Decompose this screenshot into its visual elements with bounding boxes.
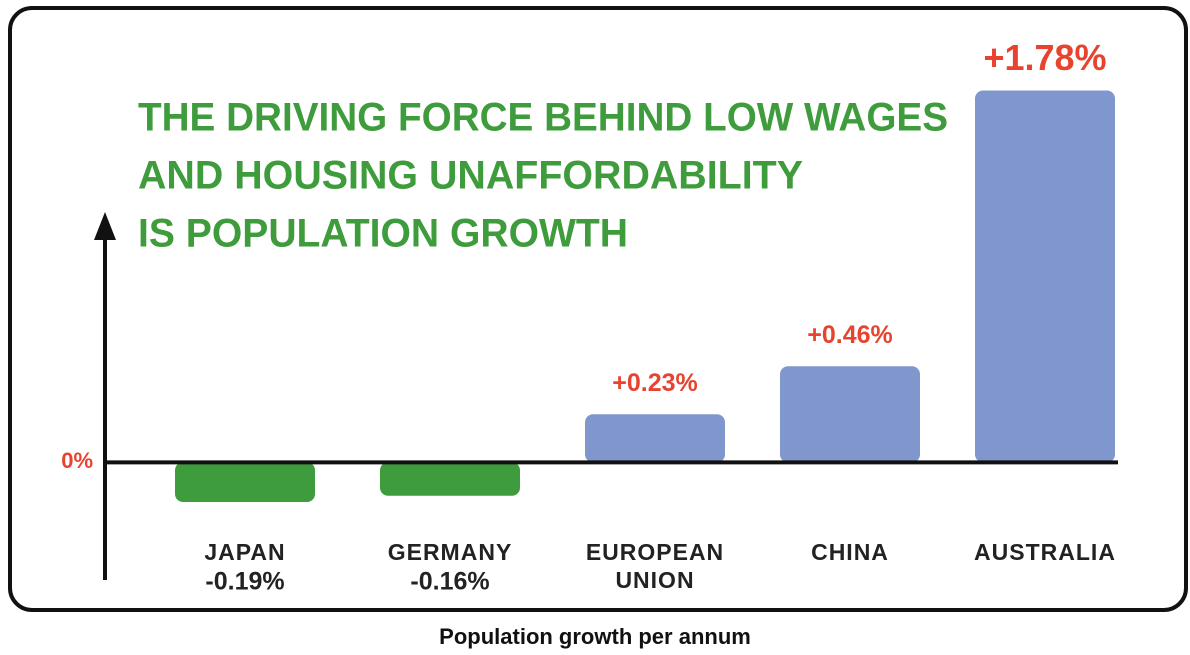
y-axis-arrow <box>94 212 116 240</box>
bar <box>175 462 315 503</box>
x-tick-label: AUSTRALIA <box>974 539 1116 565</box>
x-tick-label: CHINA <box>811 539 889 565</box>
bar <box>380 462 520 496</box>
title: THE DRIVING FORCE BEHIND LOW WAGES AND H… <box>138 96 948 256</box>
caption: Population growth per annum <box>439 624 751 649</box>
title-line: IS POPULATION GROWTH <box>138 212 628 256</box>
x-tick-label: JAPAN <box>204 539 286 565</box>
bar <box>975 90 1115 463</box>
title-line: THE DRIVING FORCE BEHIND LOW WAGES <box>138 96 948 140</box>
title-line: AND HOUSING UNAFFORDABILITY <box>138 154 803 198</box>
value-label: +1.78% <box>983 37 1106 78</box>
x-tick-label: EUROPEAN UNION <box>585 539 725 593</box>
value-label: -0.19% <box>205 568 284 596</box>
y-tick-label: 0% <box>61 448 93 473</box>
bar <box>780 366 920 463</box>
x-tick-label: GERMANY <box>387 539 513 565</box>
value-label: +0.46% <box>807 321 893 349</box>
value-label: -0.16% <box>410 568 489 596</box>
value-label: +0.23% <box>612 369 698 397</box>
bar <box>585 414 725 463</box>
